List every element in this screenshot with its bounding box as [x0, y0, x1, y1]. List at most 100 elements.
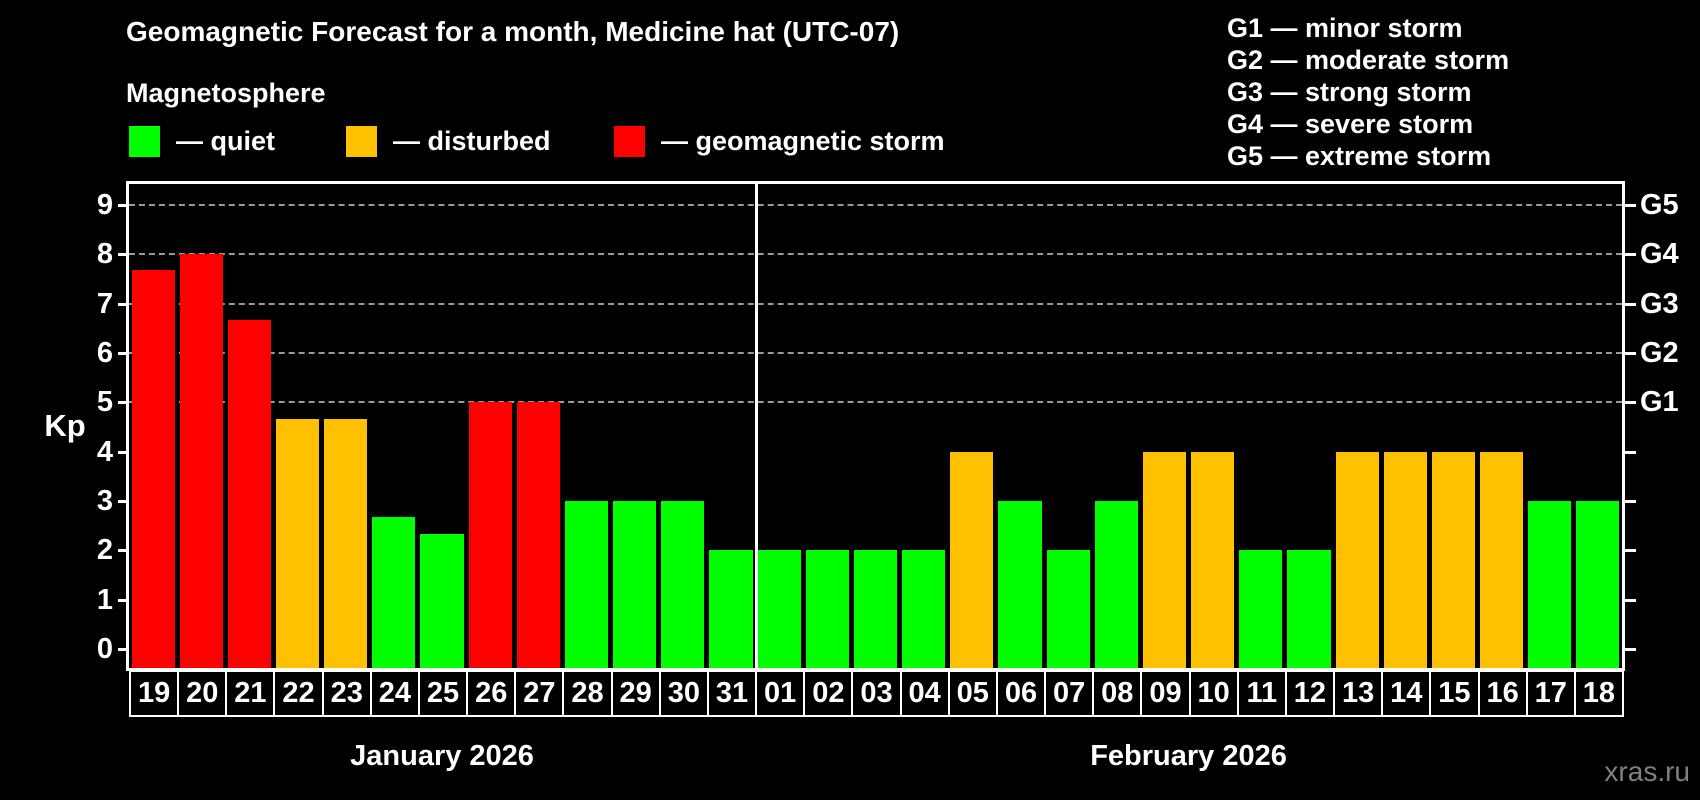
- day-label: 14: [1381, 670, 1432, 717]
- y-tick-label: 4: [96, 435, 113, 468]
- day-label: 16: [1477, 670, 1528, 717]
- day-label: 19: [129, 670, 180, 717]
- grid-line: [129, 253, 1622, 256]
- plot-area: [126, 181, 1625, 671]
- kp-bar: [950, 451, 994, 668]
- y-tick-label: 3: [96, 485, 113, 518]
- y-tick: [118, 203, 129, 207]
- day-label: 17: [1525, 670, 1576, 717]
- day-label: 28: [562, 670, 613, 717]
- kp-bar: [420, 534, 464, 668]
- day-label: 06: [995, 670, 1047, 717]
- kp-bar: [1383, 451, 1427, 668]
- y-tick-label: 7: [96, 287, 113, 320]
- y-tick-label: 0: [96, 633, 113, 666]
- day-label: 03: [851, 670, 902, 717]
- kp-bar: [998, 501, 1042, 668]
- day-label: 22: [273, 670, 324, 717]
- day-label: 07: [1044, 670, 1095, 717]
- day-label: 21: [225, 670, 276, 717]
- day-label: 31: [706, 670, 758, 717]
- grid-line: [129, 203, 1622, 206]
- day-label: 18: [1573, 670, 1624, 717]
- kp-bar: [1335, 451, 1379, 668]
- day-label: 01: [755, 670, 806, 717]
- day-label: 20: [177, 670, 228, 717]
- g-axis-tick: [1625, 401, 1636, 405]
- kp-bar: [1431, 451, 1475, 668]
- y-tick-label: 2: [96, 534, 113, 567]
- y-tick-label: 5: [96, 386, 113, 419]
- page-title: Geomagnetic Forecast for a month, Medici…: [126, 16, 900, 47]
- legend-item-label: — quiet: [176, 125, 275, 156]
- kp-bar: [468, 402, 512, 668]
- kp-bar: [1094, 501, 1138, 668]
- kp-bar: [1576, 501, 1620, 668]
- y-axis-title: Kp: [44, 408, 86, 443]
- kp-bar: [757, 550, 801, 668]
- y-tick: [118, 598, 129, 602]
- kp-bar: [1191, 451, 1235, 668]
- g-legend-line: G2 — moderate storm: [1227, 45, 1510, 75]
- g-axis-tick: [1625, 253, 1636, 257]
- grid-line: [129, 302, 1622, 305]
- kp-bar: [661, 501, 705, 668]
- legend-item-label: — geomagnetic storm: [661, 125, 945, 156]
- disturbed-swatch-icon: [346, 125, 377, 157]
- month-label: February 2026: [1090, 740, 1287, 772]
- day-label: 29: [610, 670, 661, 717]
- day-label: 25: [417, 670, 469, 717]
- kp-bar: [372, 517, 416, 668]
- day-label: 08: [1092, 670, 1143, 717]
- magnetosphere-legend: — quiet — disturbed — geomagnetic storm: [0, 124, 1100, 158]
- month-label: January 2026: [350, 740, 534, 772]
- y-tick-label: 8: [96, 238, 113, 271]
- g-legend-line: G1 — minor storm: [1227, 13, 1463, 43]
- day-label: 27: [514, 670, 565, 717]
- y-tick: [118, 648, 129, 652]
- g-axis-label: G3: [1640, 287, 1679, 320]
- legend-item-storm: — geomagnetic storm: [614, 124, 945, 158]
- g-axis-tick: [1625, 203, 1636, 207]
- kp-bar: [1239, 550, 1283, 668]
- day-label: 02: [803, 670, 854, 717]
- day-label: 10: [1188, 670, 1239, 717]
- day-label: 15: [1429, 670, 1480, 717]
- day-label: 11: [1236, 670, 1287, 717]
- g-scale-legend: G1 — minor storm G2 — moderate storm G3 …: [1227, 12, 1509, 172]
- g-axis-tick: [1625, 351, 1636, 355]
- y-tick: [118, 549, 129, 553]
- kp-bar: [1287, 550, 1331, 668]
- g-axis-tick: [1625, 450, 1636, 454]
- legend-item-label: — disturbed: [393, 125, 551, 156]
- day-label: 23: [321, 670, 372, 717]
- kp-bar: [131, 270, 175, 668]
- day-label: 12: [1284, 670, 1336, 717]
- g-axis-label: G2: [1640, 336, 1679, 369]
- kp-bar: [902, 550, 946, 668]
- storm-swatch-icon: [614, 125, 645, 157]
- watermark: xras.ru: [1604, 756, 1690, 787]
- legend-item-quiet: — quiet: [129, 124, 275, 158]
- y-tick: [118, 401, 129, 405]
- kp-bar: [1142, 451, 1187, 668]
- day-label: 13: [1333, 670, 1384, 717]
- g-axis-tick: [1625, 648, 1636, 652]
- kp-bar: [564, 501, 609, 668]
- y-tick: [118, 253, 129, 257]
- kp-bar: [709, 550, 753, 668]
- kp-bar: [275, 418, 320, 668]
- y-tick-label: 6: [96, 336, 113, 369]
- kp-bar: [853, 550, 898, 668]
- g-axis-label: G4: [1640, 238, 1679, 271]
- day-label: 05: [947, 670, 998, 717]
- y-tick: [118, 351, 129, 355]
- y-tick: [118, 450, 129, 454]
- y-tick-label: 1: [96, 583, 113, 616]
- y-tick-label: 9: [96, 188, 113, 221]
- grid-line: [129, 351, 1622, 354]
- day-label: 26: [466, 670, 517, 717]
- kp-bar: [1480, 451, 1524, 668]
- g-axis-label: G5: [1640, 188, 1679, 221]
